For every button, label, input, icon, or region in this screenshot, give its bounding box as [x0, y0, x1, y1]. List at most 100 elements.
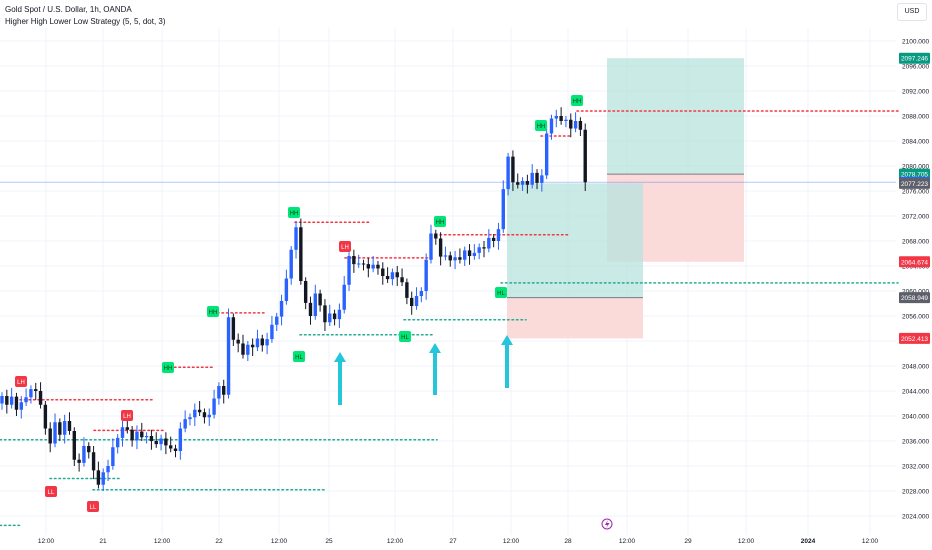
- candle-body: [472, 252, 477, 256]
- candle: [376, 261, 380, 275]
- pivot-labels: LH LL LH LL HH HH HH HL LH HL HH HL HH HH: [15, 95, 583, 512]
- x-tick-label: 27: [449, 538, 457, 545]
- candle: [487, 229, 491, 253]
- pivot-badge-text: LH: [123, 414, 131, 420]
- pivot-label-hh: HH: [207, 306, 219, 317]
- candle-body: [414, 296, 419, 306]
- candle-body: [467, 250, 472, 256]
- candle: [491, 234, 496, 248]
- candle: [549, 114, 554, 140]
- candle-body: [544, 133, 549, 176]
- candle: [14, 392, 19, 416]
- candle: [530, 164, 534, 189]
- candle-body: [434, 233, 438, 239]
- pivot-badge: [207, 306, 219, 317]
- candle: [130, 426, 134, 447]
- candle: [501, 180, 505, 233]
- candle: [419, 287, 424, 303]
- candle-body: [347, 256, 351, 285]
- candle: [511, 150, 515, 191]
- price-axis[interactable]: 2100.000 2096.000 2092.000 2088.000 2084.000…: [899, 39, 930, 521]
- time-axis[interactable]: 12:00 21 12:00 22 12:00 25 12:00 27 12:00 28 12:00…: [38, 518, 879, 545]
- x-tick-label: 12:00: [503, 538, 520, 545]
- candle-body: [246, 344, 250, 355]
- candle: [173, 444, 178, 458]
- candle-body: [24, 397, 28, 403]
- candle-body: [231, 317, 236, 340]
- candle-body: [207, 414, 211, 418]
- candle: [520, 177, 525, 191]
- grid-lines: [0, 28, 896, 535]
- buy-arrow: [334, 352, 346, 405]
- arrow-head: [501, 335, 513, 345]
- candle: [303, 277, 308, 310]
- candle: [111, 438, 115, 470]
- candle: [246, 341, 250, 361]
- candle: [226, 308, 231, 399]
- y-tick-label: 2056.000: [902, 314, 929, 321]
- candle-body: [62, 421, 67, 435]
- lightning-icon-bolt: [605, 520, 610, 529]
- candle: [569, 113, 573, 138]
- candle-body: [255, 338, 260, 348]
- candle-body: [250, 344, 255, 348]
- candle-body: [424, 259, 428, 291]
- chart-title: Gold Spot / U.S. Dollar, 1h, OANDA: [5, 5, 132, 14]
- candle: [154, 432, 158, 448]
- y-tick-label: 2060.000: [902, 289, 929, 296]
- candle-body: [390, 272, 395, 280]
- candle: [279, 294, 284, 326]
- candle-body: [487, 237, 491, 249]
- pivot-badge: [571, 95, 583, 106]
- candle: [0, 392, 4, 410]
- candle-body: [34, 389, 38, 391]
- candle-body: [125, 427, 130, 430]
- candle: [328, 304, 332, 326]
- pivot-badge-text: HH: [164, 366, 173, 372]
- candle: [34, 382, 38, 400]
- x-tick-label: 25: [325, 538, 333, 545]
- pivot-label-lh: LH: [15, 376, 27, 387]
- candle-body: [458, 257, 462, 260]
- candle-body: [520, 181, 525, 185]
- pivot-badge-text: LH: [341, 245, 349, 251]
- indicator-legend: Higher High Lower Low Strategy (5, 5, do…: [5, 17, 166, 26]
- candle: [318, 289, 322, 312]
- candle: [453, 251, 457, 270]
- candle-body: [96, 470, 101, 485]
- candle-body: [318, 293, 322, 306]
- candle: [43, 401, 48, 435]
- price-tag: 2077.223: [899, 177, 930, 189]
- pivot-label-hh: HH: [571, 95, 583, 106]
- candle-body: [400, 277, 404, 283]
- candle-body: [284, 278, 289, 301]
- candle-body: [197, 409, 202, 413]
- buy-arrow: [501, 335, 513, 388]
- currency-button[interactable]: USD: [897, 3, 927, 21]
- candle-body: [140, 431, 144, 438]
- candle: [381, 262, 385, 285]
- candle: [202, 408, 207, 424]
- candle: [564, 116, 568, 128]
- candle-body: [270, 324, 274, 340]
- candle-body: [29, 389, 33, 398]
- candle-body: [106, 466, 110, 473]
- candle: [115, 434, 120, 454]
- candle-body: [173, 448, 178, 451]
- candle-body: [511, 156, 515, 183]
- price-tag-text: 2052.413: [901, 336, 928, 343]
- candle-body: [328, 313, 332, 323]
- lightning-icon: [601, 518, 613, 530]
- candle-body: [38, 391, 43, 405]
- y-tick-label: 2024.000: [902, 514, 929, 521]
- candle-body: [564, 119, 568, 121]
- candle: [385, 267, 390, 283]
- position-zones[interactable]: [0, 58, 896, 339]
- candle: [467, 244, 472, 265]
- candle: [496, 222, 501, 250]
- candle-body: [67, 421, 72, 431]
- x-tick-label: 12:00: [387, 538, 404, 545]
- candle-body: [405, 282, 409, 298]
- y-tick-label: 2040.000: [902, 414, 929, 421]
